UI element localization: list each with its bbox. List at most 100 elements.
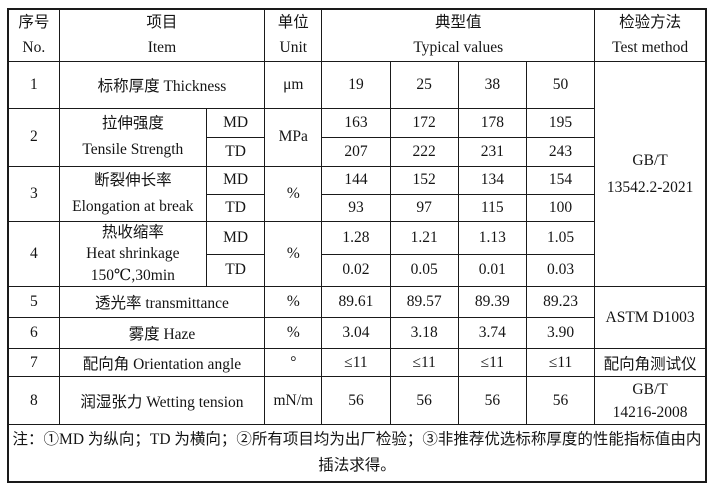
row-shrinkage-md: 4 热收缩率 Heat shrinkage 150℃,30min MD % 1.… <box>7 220 706 287</box>
elongation-td-label: TD <box>206 193 266 222</box>
thickness-value-3: 38 <box>457 60 527 109</box>
shrinkage-td-value-2: 0.05 <box>389 253 459 288</box>
tensile-item-en: Tensile Strength <box>82 141 184 158</box>
thickness-unit: μm <box>264 60 323 109</box>
orientation-item: 配向角 Orientation angle <box>58 348 266 377</box>
transmittance-unit: % <box>264 286 323 318</box>
row-footnote: 注：①MD 为纵向；TD 为横向；②所有项目均为出厂检验；③非推荐优选标称厚度的… <box>7 424 707 482</box>
haze-value-4: 3.90 <box>525 317 596 349</box>
row-transmittance: 5 透光率 transmittance % 89.61 89.57 89.39 … <box>7 286 707 349</box>
orientation-value-1: ≤11 <box>321 348 391 377</box>
tensile-item: 拉伸强度 Tensile Strength <box>58 107 208 167</box>
method-mechanical: GB/T 13542.2-2021 <box>594 60 707 287</box>
tensile-td-value-1: 207 <box>321 136 391 167</box>
haze-no: 6 <box>7 317 60 349</box>
method-orientation: 配向角测试仪 <box>594 348 707 377</box>
tensile-md-value-4: 195 <box>525 107 596 138</box>
shrinkage-item-cn: 热收缩率 <box>101 223 164 241</box>
header-item-en: Item <box>147 39 177 57</box>
transmittance-no: 5 <box>7 286 60 318</box>
method-wetting: GB/T 14216-2008 <box>594 376 707 425</box>
header-item-cn: 项目 <box>146 14 178 32</box>
header-test-method: 检验方法 Test method <box>594 8 707 62</box>
header-typical-cn: 典型值 <box>435 14 482 32</box>
elongation-td-value-3: 115 <box>457 193 527 222</box>
row-wetting: 8 润湿张力 Wetting tension mN/m 56 56 56 56 … <box>7 376 707 425</box>
haze-value-2: 3.18 <box>389 317 459 349</box>
wetting-unit: mN/m <box>264 376 323 425</box>
header-typical-values: 典型值 Typical values <box>321 8 596 62</box>
orientation-value-3: ≤11 <box>457 348 527 377</box>
thickness-value-2: 25 <box>389 60 459 109</box>
elongation-md-value-4: 154 <box>525 165 596 195</box>
spec-table: 序号 No. 项目 Item 单位 Unit 典型值 Typical value… <box>7 8 707 483</box>
elongation-item-en: Elongation at break <box>72 197 194 215</box>
shrinkage-md-value-2: 1.21 <box>389 220 459 255</box>
elongation-md-label: MD <box>206 165 266 195</box>
elongation-no: 3 <box>7 165 60 222</box>
orientation-value-2: ≤11 <box>389 348 459 377</box>
shrinkage-md-value-1: 1.28 <box>321 220 391 255</box>
row-elongation-td: TD 93 97 115 100 <box>8 193 706 222</box>
haze-value-3: 3.74 <box>457 317 527 349</box>
thickness-value-1: 19 <box>321 60 391 109</box>
thickness-no: 1 <box>7 60 60 109</box>
wetting-value-3: 56 <box>457 376 527 425</box>
haze-item: 雾度 Haze <box>58 317 266 349</box>
method-mechanical-line1: GB/T <box>632 151 668 169</box>
header-unit: 单位 Unit <box>264 8 323 62</box>
header-no: 序号 No. <box>7 8 60 62</box>
method-mechanical-line2: 13542.2-2021 <box>606 178 694 196</box>
transmittance-value-3: 89.39 <box>457 286 527 318</box>
wetting-no: 8 <box>7 376 60 425</box>
tensile-md-value-1: 163 <box>321 107 391 138</box>
wetting-item: 润湿张力 Wetting tension <box>58 376 266 425</box>
shrinkage-td-value-4: 0.03 <box>525 253 596 288</box>
orientation-no: 7 <box>7 348 60 377</box>
haze-unit: % <box>264 317 323 349</box>
header-unit-cn: 单位 <box>277 14 309 32</box>
header-typical-en: Typical values <box>413 39 504 57</box>
row-thickness: 1 标称厚度 Thickness μm 19 25 38 50 GB/T 135… <box>7 60 707 287</box>
shrinkage-td-value-3: 0.01 <box>457 253 527 288</box>
shrinkage-item: 热收缩率 Heat shrinkage 150℃,30min <box>58 220 208 287</box>
thickness-item: 标称厚度 Thickness <box>58 60 266 109</box>
tensile-unit: MPa <box>264 107 323 167</box>
header-no-en: No. <box>22 39 46 57</box>
orientation-value-4: ≤11 <box>525 348 596 377</box>
shrinkage-td-label: TD <box>206 253 266 288</box>
thickness-value-4: 50 <box>525 60 596 109</box>
elongation-md-value-3: 134 <box>457 165 527 195</box>
shrinkage-md-label: MD <box>206 220 266 255</box>
tensile-item-cn: 拉伸强度 <box>101 115 164 132</box>
shrinkage-no: 4 <box>7 220 60 287</box>
elongation-td-value-1: 93 <box>321 193 391 222</box>
tensile-md-label: MD <box>206 107 266 138</box>
elongation-md-value-1: 144 <box>321 165 391 195</box>
method-wetting-line1: GB/T <box>632 380 668 398</box>
header-no-cn: 序号 <box>18 14 50 32</box>
header-item: 项目 Item <box>58 8 266 62</box>
elongation-td-value-2: 97 <box>389 193 459 222</box>
shrinkage-item-en: Heat shrinkage <box>86 245 180 262</box>
haze-value-1: 3.04 <box>321 317 391 349</box>
transmittance-item: 透光率 transmittance <box>58 286 266 318</box>
elongation-item-cn: 断裂伸长率 <box>94 171 172 189</box>
elongation-unit: % <box>264 165 323 222</box>
tensile-no: 2 <box>7 107 60 167</box>
tensile-td-value-2: 222 <box>389 136 459 167</box>
row-orientation: 7 配向角 Orientation angle ° ≤11 ≤11 ≤11 ≤1… <box>7 348 707 377</box>
tensile-md-value-2: 172 <box>389 107 459 138</box>
header-unit-en: Unit <box>279 39 308 57</box>
row-shrinkage-td: TD 0.02 0.05 0.01 0.03 <box>8 253 706 288</box>
shrinkage-td-value-1: 0.02 <box>321 253 391 288</box>
wetting-value-4: 56 <box>525 376 596 425</box>
shrinkage-md-value-4: 1.05 <box>525 220 596 255</box>
wetting-value-1: 56 <box>321 376 391 425</box>
transmittance-value-2: 89.57 <box>389 286 459 318</box>
header-method-en: Test method <box>612 39 689 57</box>
transmittance-value-1: 89.61 <box>321 286 391 318</box>
orientation-unit: ° <box>264 348 323 377</box>
method-optical: ASTM D1003 <box>594 286 707 349</box>
transmittance-value-4: 89.23 <box>525 286 596 318</box>
